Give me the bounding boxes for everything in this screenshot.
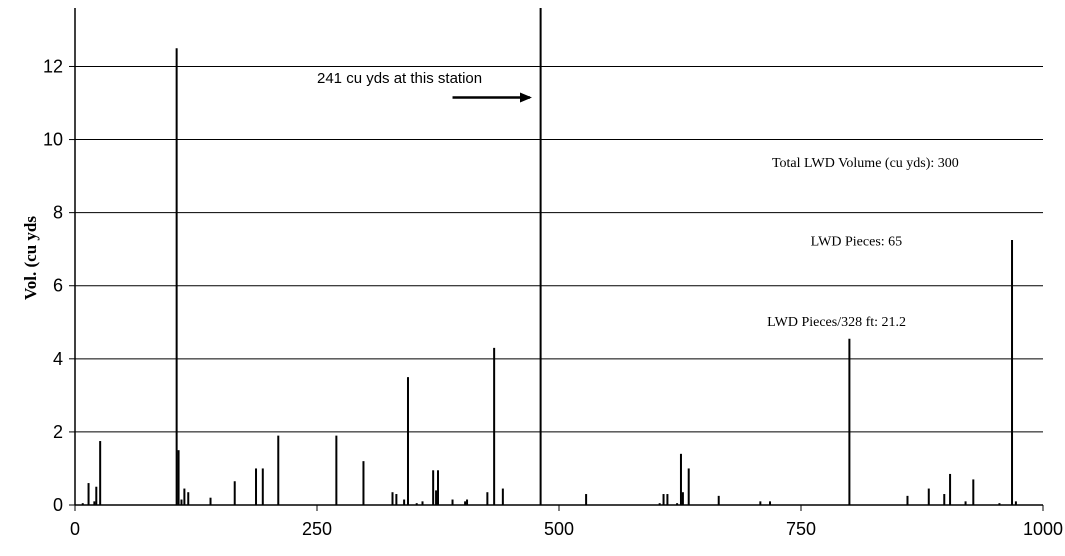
y-tick-label: 8	[53, 203, 63, 223]
x-tick-labels: 0 250 500 750 1000	[70, 519, 1063, 539]
annotation-text: LWD Pieces/328 ft: 21.2	[767, 315, 906, 330]
y-axis-label: Vol. (cu yds	[21, 216, 40, 300]
y-tick-label: 0	[53, 495, 63, 515]
x-tick-label: 500	[544, 519, 574, 539]
y-tick-label: 12	[43, 56, 63, 76]
y-tick-label: 10	[43, 130, 63, 150]
x-tick-label: 750	[786, 519, 816, 539]
annotation-text: Total LWD Volume (cu yds): 300	[772, 156, 959, 171]
y-tick-label: 2	[53, 422, 63, 442]
y-tick-label: 4	[53, 349, 63, 369]
x-tick-label: 250	[302, 519, 332, 539]
annotation-text: LWD Pieces: 65	[811, 235, 903, 250]
x-tick-label: 1000	[1023, 519, 1063, 539]
annotations: 241 cu yds at this station Total LWD Volu…	[317, 70, 959, 330]
y-tick-label: 6	[53, 276, 63, 296]
annotation-text: 241 cu yds at this station	[317, 70, 482, 87]
bars-group	[81, 8, 1017, 505]
x-tick-label: 0	[70, 519, 80, 539]
axes	[69, 8, 1044, 511]
gridlines	[75, 65, 1043, 433]
y-tick-labels: 0 2 4 6 8 10 12	[43, 56, 63, 515]
